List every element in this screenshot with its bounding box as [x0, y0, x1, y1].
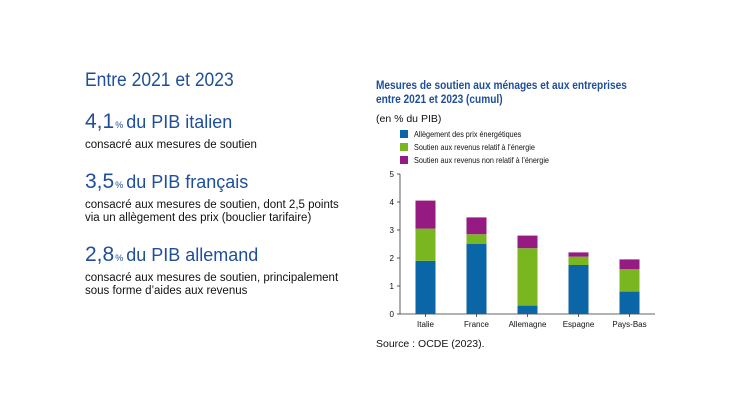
legend-swatch [400, 143, 408, 151]
chart-source: Source : OCDE (2023). [376, 338, 485, 350]
bar-segment [415, 200, 436, 229]
bar-segment [466, 234, 487, 244]
chart-unit-label: (en % du PIB) [376, 113, 442, 125]
y-tick-label: 1 [390, 282, 395, 291]
chart-title: Mesures de soutien aux ménages et aux en… [376, 79, 627, 107]
bar-segment [517, 235, 538, 249]
x-tick-label: Allemagne [509, 320, 547, 329]
stat-unit: % [115, 253, 124, 263]
bar-segment [415, 228, 436, 261]
stat-value: 2,8 [85, 243, 115, 266]
chart-legend: Allègement des prix énergétiques Soutien… [400, 128, 573, 167]
bar-segment [568, 256, 589, 265]
key-figures-panel: Entre 2021 et 2023 4,1% du PIB italien co… [85, 70, 355, 316]
stat-description: consacré aux mesures de soutien, dont 2,… [85, 199, 339, 224]
stat-value: 3,5 [85, 170, 115, 193]
stat-label: du PIB allemand [126, 245, 259, 265]
stat-italy: 4,1% du PIB italien consacré aux mesures … [85, 110, 355, 152]
stacked-bar-chart: 0 1 2 3 4 5 Italie France Allemagne Espagne Pays-B… [390, 170, 655, 329]
chart-title-line2: entre 2021 et 2023 (cumul) [376, 94, 503, 106]
legend-label: Soutien aux revenus relatif à l’énergie [414, 142, 535, 152]
chart-title-line1: Mesures de soutien aux ménages et aux en… [376, 80, 627, 92]
x-tick-label: Espagne [563, 320, 595, 329]
stat-unit: % [115, 180, 124, 190]
y-tick-label: 2 [390, 254, 395, 263]
stat-germany: 2,8% du PIB allemand consacré aux mesures… [85, 243, 355, 298]
stat-label: du PIB français [126, 172, 249, 192]
legend-label: Soutien aux revenus non relatif à l’éner… [414, 155, 549, 165]
x-tick-label: France [464, 320, 489, 329]
legend-swatch [400, 130, 408, 138]
bar-segment [619, 269, 640, 292]
bar-segment [466, 244, 487, 314]
bar-segment [466, 217, 487, 235]
legend-item: Allègement des prix énergétiques [400, 128, 573, 140]
legend-label: Allègement des prix énergétiques [414, 129, 522, 139]
bar-segment [568, 265, 589, 314]
y-tick-label: 5 [390, 170, 395, 179]
x-tick-label: Italie [417, 320, 434, 329]
bar-segment [619, 259, 640, 270]
stat-description: consacré aux mesures de soutien [85, 139, 257, 151]
stat-value: 4,1 [85, 110, 115, 133]
period-heading: Entre 2021 et 2023 [85, 70, 234, 91]
legend-item: Soutien aux revenus relatif à l’énergie [400, 141, 573, 153]
legend-swatch [400, 156, 408, 164]
bar-segment [415, 260, 436, 314]
bar-segment [517, 305, 538, 314]
stat-description: consacré aux mesures de soutien, princip… [85, 272, 339, 297]
bar-segment [517, 248, 538, 306]
bar-segment [619, 291, 640, 314]
legend-item: Soutien aux revenus non relatif à l’éner… [400, 154, 573, 166]
stat-label: du PIB italien [126, 112, 233, 132]
x-tick-label: Pays-Bas [612, 320, 646, 329]
y-tick-label: 3 [390, 226, 395, 235]
stat-france: 3,5% du PIB français consacré aux mesures… [85, 170, 355, 225]
y-tick-label: 0 [390, 310, 395, 319]
stat-unit: % [115, 120, 124, 130]
y-tick-label: 4 [390, 198, 395, 207]
bar-segment [568, 252, 589, 257]
